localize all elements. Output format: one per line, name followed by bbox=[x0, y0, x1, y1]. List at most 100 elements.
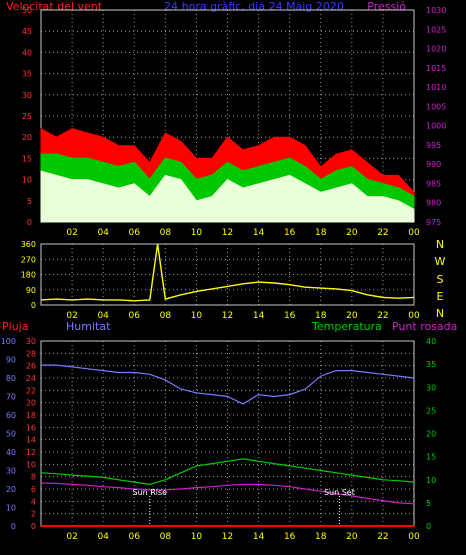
x-tick-label: 10 bbox=[191, 532, 203, 542]
y-right-tick-label: 1015 bbox=[426, 64, 446, 73]
y-left-tick-label: 0 bbox=[27, 218, 32, 227]
y-left-tick-label: 25 bbox=[22, 112, 32, 121]
y-temp-tick-label: 30 bbox=[426, 383, 436, 392]
x-tick-label: 18 bbox=[315, 311, 327, 321]
y-rain-tick-label: 16 bbox=[26, 423, 36, 432]
y-rain-tick-label: 6 bbox=[31, 485, 36, 494]
temp-humidity-panel: 0102030405060708090100024681012141618202… bbox=[1, 337, 436, 542]
x-tick-label: 02 bbox=[66, 311, 77, 321]
y-tick-label: 270 bbox=[21, 255, 36, 264]
plot-frame bbox=[40, 243, 415, 306]
x-tick-label: 20 bbox=[346, 311, 358, 321]
x-tick-label: 00 bbox=[408, 311, 420, 321]
y-right-tick-label: 995 bbox=[426, 141, 441, 150]
x-tick-label: 22 bbox=[377, 311, 388, 321]
wind-speed-area bbox=[40, 170, 415, 223]
dew-point-line bbox=[40, 482, 415, 505]
x-tick-label: 04 bbox=[97, 228, 109, 238]
x-tick-label: 16 bbox=[284, 311, 296, 321]
y-temp-tick-label: 15 bbox=[426, 453, 436, 462]
x-tick-label: 06 bbox=[129, 228, 141, 238]
y-humidity-tick-label: 60 bbox=[6, 411, 16, 420]
y-rain-tick-label: 10 bbox=[26, 460, 36, 469]
x-tick-label: 10 bbox=[191, 311, 203, 321]
y-right-tick-label: 975 bbox=[426, 218, 441, 227]
y-humidity-tick-label: 40 bbox=[6, 448, 16, 457]
y-tick-label: 0 bbox=[31, 301, 36, 310]
y-humidity-tick-label: 80 bbox=[6, 374, 16, 383]
y-right-tick-label: 980 bbox=[426, 199, 441, 208]
y-temp-tick-label: 10 bbox=[426, 476, 436, 485]
compass-label: E bbox=[437, 290, 444, 303]
x-tick-label: 12 bbox=[222, 228, 233, 238]
y-left-tick-label: 45 bbox=[22, 27, 32, 36]
wind-direction-line bbox=[40, 243, 415, 302]
rain-label: Pluja bbox=[2, 320, 28, 333]
compass-label: N bbox=[436, 238, 444, 251]
y-temp-tick-label: 40 bbox=[426, 337, 436, 346]
wind-average-line bbox=[41, 153, 415, 198]
x-tick-label: 06 bbox=[129, 532, 141, 542]
x-tick-label: 16 bbox=[284, 532, 296, 542]
x-tick-label: 12 bbox=[222, 311, 233, 321]
y-right-tick-label: 985 bbox=[426, 179, 441, 188]
temperature-line bbox=[40, 458, 415, 486]
y-rain-tick-label: 30 bbox=[26, 337, 36, 346]
humidity-label: Humitat bbox=[66, 320, 111, 333]
y-temp-tick-label: 25 bbox=[426, 406, 436, 415]
temperature-label: Temperatura bbox=[311, 320, 382, 333]
y-right-tick-label: 990 bbox=[426, 160, 441, 169]
y-left-tick-label: 40 bbox=[22, 48, 32, 57]
compass-label: W bbox=[435, 255, 446, 268]
y-right-tick-label: 1030 bbox=[426, 6, 446, 15]
x-tick-label: 04 bbox=[97, 311, 109, 321]
y-temp-tick-label: 0 bbox=[426, 522, 431, 531]
y-left-tick-label: 15 bbox=[22, 154, 32, 163]
y-left-tick-label: 50 bbox=[22, 6, 32, 15]
y-right-tick-label: 1000 bbox=[426, 122, 446, 131]
y-humidity-tick-label: 10 bbox=[6, 504, 16, 513]
wind-speed-title: Velocitat del vent bbox=[6, 0, 103, 13]
y-tick-label: 360 bbox=[21, 240, 36, 249]
compass-label: N bbox=[436, 307, 444, 320]
x-tick-label: 14 bbox=[253, 228, 265, 238]
y-right-tick-label: 1025 bbox=[426, 25, 446, 34]
y-humidity-tick-label: 70 bbox=[6, 393, 16, 402]
x-tick-label: 16 bbox=[284, 228, 296, 238]
y-humidity-tick-label: 90 bbox=[6, 356, 16, 365]
y-rain-tick-label: 4 bbox=[31, 497, 36, 506]
x-tick-label: 18 bbox=[315, 228, 327, 238]
y-humidity-tick-label: 50 bbox=[6, 430, 16, 439]
y-rain-tick-label: 14 bbox=[26, 436, 36, 445]
x-tick-label: 08 bbox=[160, 228, 172, 238]
y-temp-tick-label: 20 bbox=[426, 430, 436, 439]
y-humidity-tick-label: 20 bbox=[6, 485, 16, 494]
y-temp-tick-label: 35 bbox=[426, 360, 436, 369]
chart-title: 24 hora gràfic, dia 24 Maig 2020 bbox=[164, 0, 344, 13]
x-tick-label: 12 bbox=[222, 532, 233, 542]
y-right-tick-label: 1020 bbox=[426, 45, 446, 54]
y-tick-label: 90 bbox=[26, 286, 36, 295]
x-tick-label: 14 bbox=[253, 532, 265, 542]
x-tick-label: 08 bbox=[160, 532, 172, 542]
y-temp-tick-label: 5 bbox=[426, 499, 431, 508]
x-tick-label: 04 bbox=[97, 532, 109, 542]
y-rain-tick-label: 0 bbox=[31, 522, 36, 531]
y-right-tick-label: 1005 bbox=[426, 102, 446, 111]
x-tick-label: 20 bbox=[346, 532, 358, 542]
compass-label: S bbox=[437, 273, 444, 286]
y-rain-tick-label: 26 bbox=[26, 362, 36, 371]
y-rain-tick-label: 2 bbox=[31, 510, 36, 519]
y-humidity-tick-label: 30 bbox=[6, 467, 16, 476]
sun-set-label: Sun Set bbox=[324, 488, 355, 497]
y-rain-tick-label: 28 bbox=[26, 349, 36, 358]
y-right-tick-label: 1010 bbox=[426, 83, 446, 92]
y-rain-tick-label: 22 bbox=[26, 386, 36, 395]
y-rain-tick-label: 18 bbox=[26, 411, 36, 420]
y-tick-label: 180 bbox=[21, 271, 36, 280]
x-tick-label: 00 bbox=[408, 228, 420, 238]
x-tick-label: 14 bbox=[253, 311, 265, 321]
y-humidity-tick-label: 100 bbox=[1, 337, 16, 346]
